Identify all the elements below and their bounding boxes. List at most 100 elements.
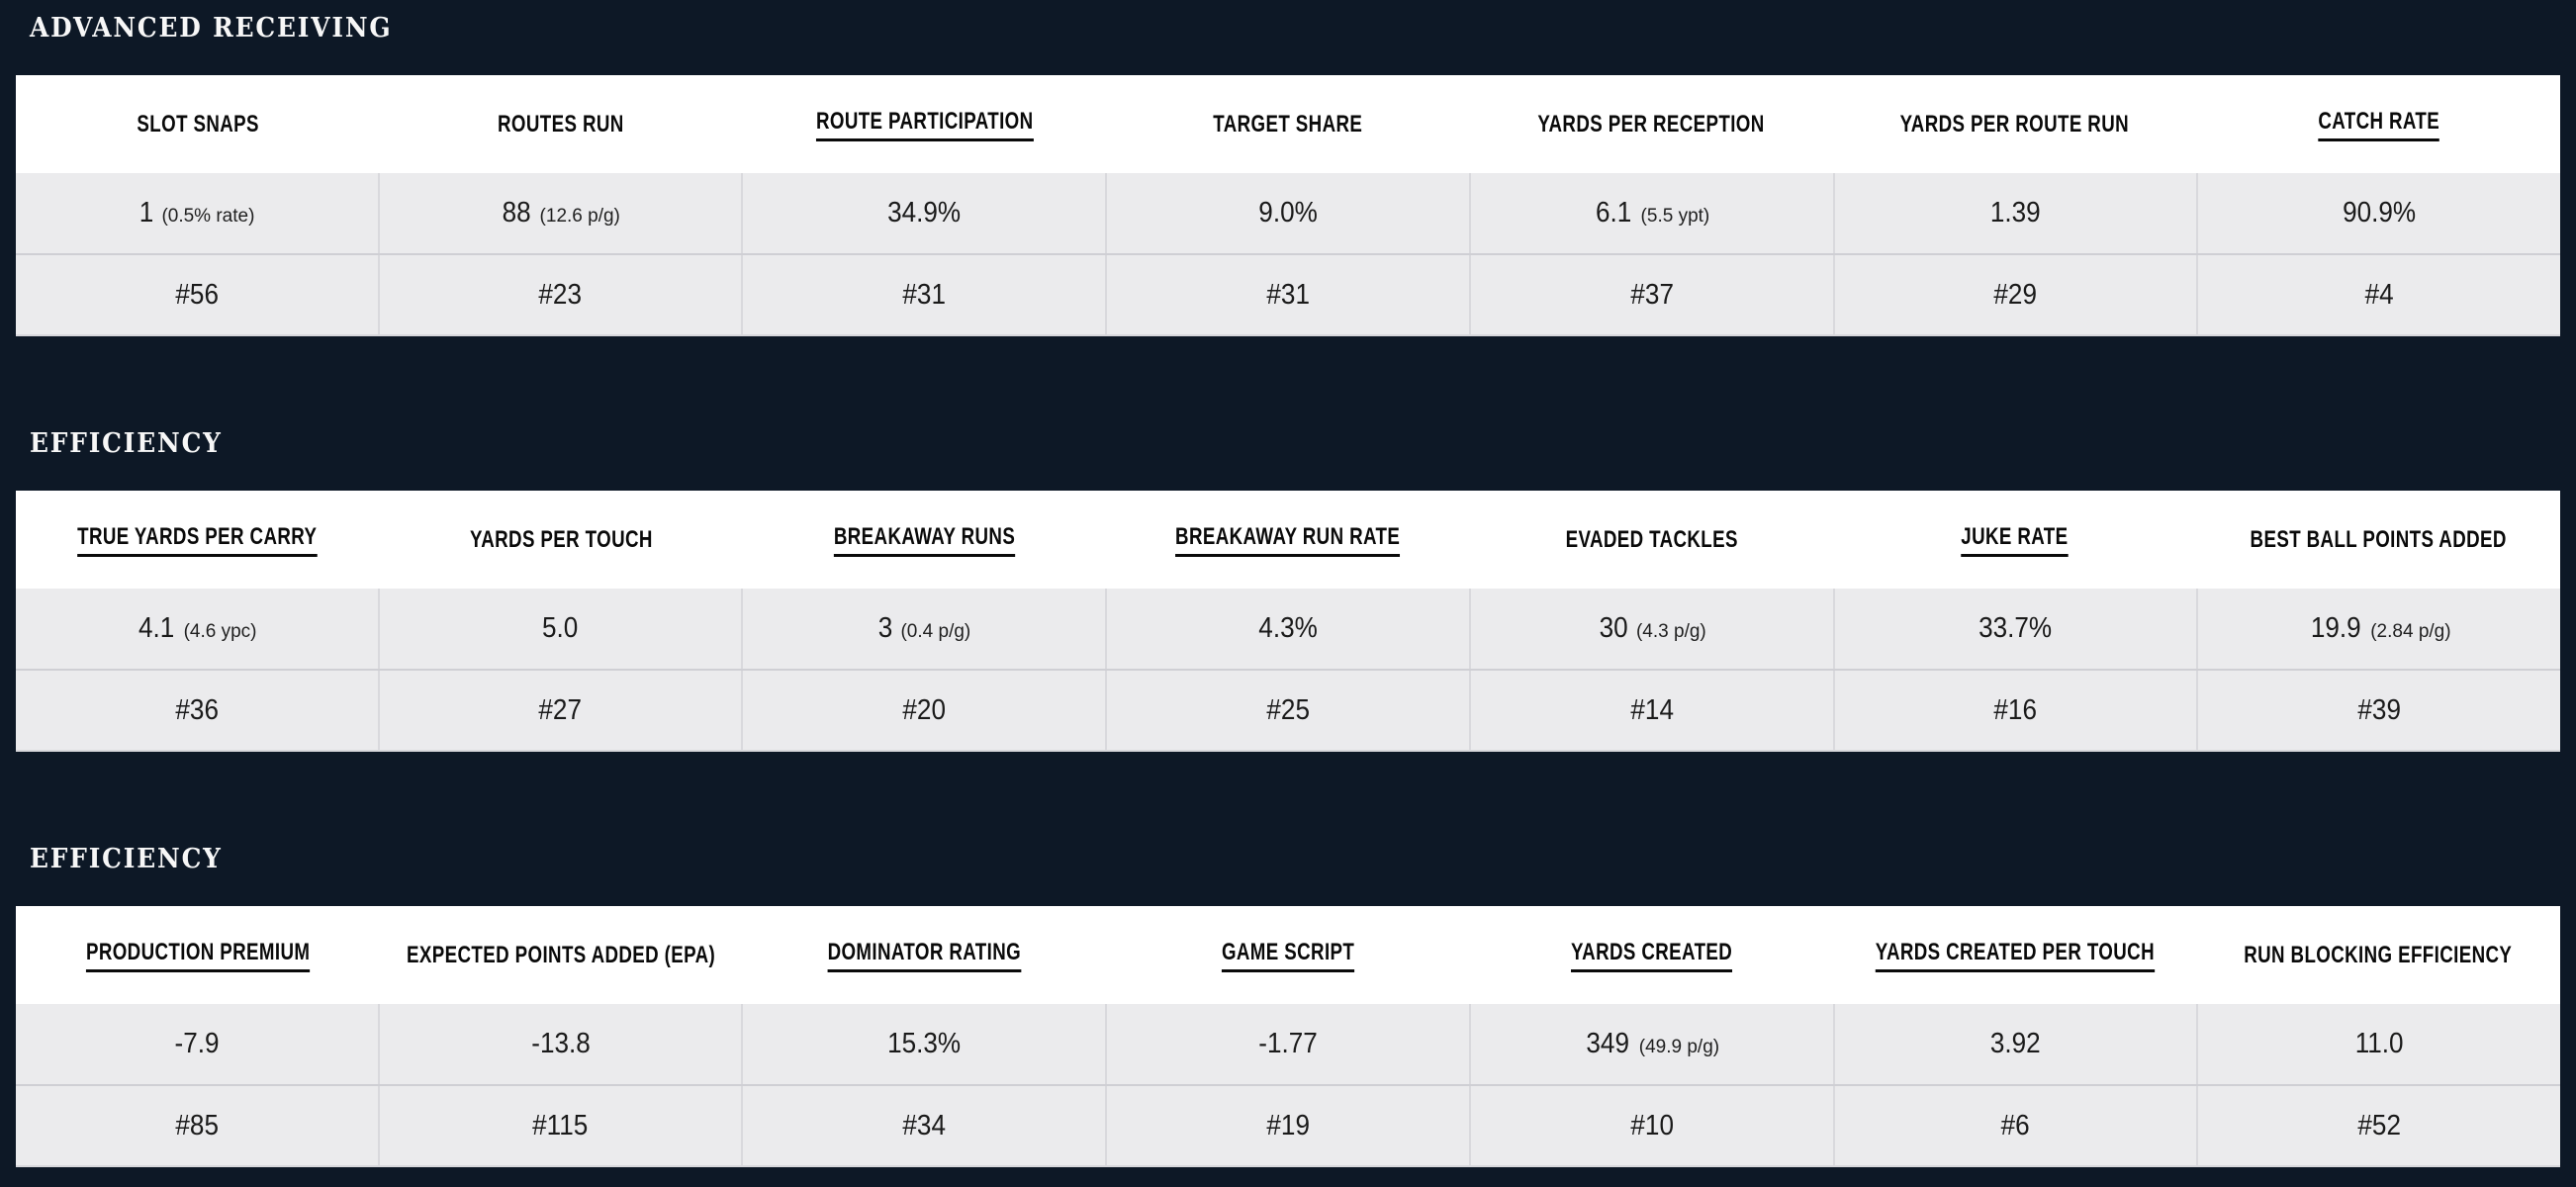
stat-value: 349 (49.9 p/g): [1584, 1028, 1719, 1060]
stat-rank: #10: [1629, 1109, 1674, 1141]
stat-rank-row: #85 #115 #34 #19 #10 #6 #52: [16, 1086, 2560, 1167]
stats-section: ADVANCED RECEIVING SLOT SNAPS ROUTES RUN RO…: [0, 8, 2576, 336]
stat-value-number: 88: [502, 197, 531, 228]
stat-rank: #20: [902, 693, 947, 726]
stat-value-cell: 34.9%: [741, 173, 1105, 253]
section-title: EFFICIENCY: [30, 839, 2576, 880]
stat-header-cell: CATCH RATE: [2197, 75, 2560, 173]
section-title: ADVANCED RECEIVING: [30, 8, 2576, 49]
stat-value-cell: 4.3%: [1105, 589, 1469, 669]
stat-rank: #56: [175, 278, 219, 311]
stat-header-cell: YARDS CREATED PER TOUCH: [1833, 906, 2196, 1004]
stat-rank: #23: [538, 278, 583, 311]
stat-value-cell: 9.0%: [1105, 173, 1469, 253]
stat-header-cell: SLOT SNAPS: [16, 75, 379, 173]
stat-value: 1.39: [1987, 197, 2043, 229]
stat-value: 4.3%: [1255, 612, 1321, 645]
stat-value: 1 (0.5% rate): [138, 197, 254, 229]
stats-table: PRODUCTION PREMIUM EXPECTED POINTS ADDED …: [16, 906, 2560, 1167]
stat-header-link[interactable]: JUKE RATE: [1961, 523, 2069, 557]
stat-value-cell: 88 (12.6 p/g): [377, 173, 742, 253]
stat-rank: #27: [538, 693, 583, 726]
table-header-row: TRUE YARDS PER CARRY YARDS PER TOUCH BREAK…: [16, 491, 2560, 589]
section-title: EFFICIENCY: [30, 423, 2576, 465]
stat-value: 3 (0.4 p/g): [877, 612, 970, 645]
stat-value-row: 1 (0.5% rate) 88 (12.6 p/g) 34.9% 9.0% 6.1 (5.5…: [16, 173, 2560, 255]
stat-value-row: -7.9 -13.8 15.3% -1.77 349 (49.9 p/g) 3.92 11.0: [16, 1004, 2560, 1086]
stat-header-cell: YARDS PER ROUTE RUN: [1833, 75, 2196, 173]
table-header-row: SLOT SNAPS ROUTES RUN ROUTE PARTICIPATION T…: [16, 75, 2560, 173]
stat-rank-cell: #10: [1468, 1086, 1833, 1165]
stat-rank-cell: #31: [1105, 255, 1469, 334]
stat-value-per-game: (2.84 p/g): [2370, 621, 2451, 642]
stat-value-cell: -13.8: [377, 1004, 742, 1084]
stat-header-label: TARGET SHARE: [1213, 110, 1363, 137]
stat-value-cell: 1 (0.5% rate): [16, 173, 378, 253]
stat-value-number: -1.77: [1258, 1028, 1318, 1059]
stat-header-link[interactable]: BREAKAWAY RUN RATE: [1175, 523, 1401, 557]
stat-header-label: YARDS PER RECEPTION: [1537, 110, 1766, 137]
stat-header-link[interactable]: GAME SCRIPT: [1221, 939, 1355, 972]
stat-rank: #6: [2000, 1109, 2030, 1141]
stat-header-link[interactable]: BREAKAWAY RUNS: [833, 523, 1016, 557]
stat-value-cell: 6.1 (5.5 ypt): [1468, 173, 1833, 253]
stat-value-cell: 19.9 (2.84 p/g): [2196, 589, 2560, 669]
stat-value-cell: 3.92: [1832, 1004, 2197, 1084]
stat-value-number: 3: [878, 612, 893, 644]
stat-rank-cell: #4: [2196, 255, 2560, 334]
stat-rank-row: #56 #23 #31 #31 #37 #29 #4: [16, 255, 2560, 336]
section-title-text: EFFICIENCY: [30, 844, 223, 874]
stat-rank: #31: [1266, 278, 1310, 311]
stat-header-link[interactable]: DOMINATOR RATING: [827, 939, 1022, 972]
stat-header-cell: GAME SCRIPT: [1106, 906, 1469, 1004]
stat-value: -13.8: [528, 1028, 594, 1060]
section-title-text: ADVANCED RECEIVING: [30, 13, 393, 44]
stat-value: 90.9%: [2339, 197, 2420, 229]
stat-rank-cell: #19: [1105, 1086, 1469, 1165]
stat-value-number: 90.9%: [2343, 197, 2417, 228]
stat-rank-cell: #115: [377, 1086, 742, 1165]
stat-header-cell: EVADED TACKLES: [1470, 491, 1833, 589]
stat-value-cell: 15.3%: [741, 1004, 1105, 1084]
stat-header-cell: YARDS PER RECEPTION: [1470, 75, 1833, 173]
stat-value-cell: 4.1 (4.6 ypc): [16, 589, 378, 669]
stat-header-cell: BREAKAWAY RUN RATE: [1106, 491, 1469, 589]
stat-value-cell: 90.9%: [2196, 173, 2560, 253]
stat-header-cell: ROUTE PARTICIPATION: [743, 75, 1106, 173]
stat-header-cell: PRODUCTION PREMIUM: [16, 906, 379, 1004]
stat-value-cell: 1.39: [1832, 173, 2197, 253]
stat-rank: #4: [2364, 278, 2394, 311]
stat-header-label: EVADED TACKLES: [1565, 525, 1738, 553]
stat-rank-cell: #27: [377, 671, 742, 750]
stat-rank-cell: #56: [16, 255, 378, 334]
stat-value-number: 4.3%: [1258, 612, 1318, 644]
stat-value-cell: 349 (49.9 p/g): [1468, 1004, 1833, 1084]
stat-header-label: ROUTES RUN: [498, 110, 624, 137]
stat-rank: #25: [1266, 693, 1310, 726]
stat-value-number: 3.92: [1990, 1028, 2041, 1059]
stat-rank-cell: #85: [16, 1086, 378, 1165]
stat-header-link[interactable]: TRUE YARDS PER CARRY: [77, 523, 318, 557]
stat-value: 11.0: [2352, 1028, 2406, 1060]
stat-value: 88 (12.6 p/g): [501, 197, 620, 229]
stat-header-cell: ROUTES RUN: [379, 75, 742, 173]
stat-value-cell: 3 (0.4 p/g): [741, 589, 1105, 669]
stat-rank-cell: #36: [16, 671, 378, 750]
stat-value-number: -7.9: [174, 1028, 220, 1059]
stat-header-link[interactable]: YARDS CREATED PER TOUCH: [1875, 939, 2155, 972]
stat-value-number: 6.1: [1596, 197, 1632, 228]
stat-rank: #19: [1266, 1109, 1310, 1141]
stat-rank-cell: #29: [1832, 255, 2197, 334]
stats-table: SLOT SNAPS ROUTES RUN ROUTE PARTICIPATION T…: [16, 75, 2560, 336]
stats-section: EFFICIENCY TRUE YARDS PER CARRY YARDS PER …: [0, 423, 2576, 752]
stat-rank-cell: #23: [377, 255, 742, 334]
stat-value: 30 (4.3 p/g): [1598, 612, 1705, 645]
stat-header-link[interactable]: ROUTE PARTICIPATION: [815, 108, 1034, 141]
stat-header-link[interactable]: CATCH RATE: [2317, 108, 2439, 141]
stat-rank: #31: [902, 278, 947, 311]
stat-header-link[interactable]: PRODUCTION PREMIUM: [85, 939, 310, 972]
stat-rank-cell: #39: [2196, 671, 2560, 750]
stat-rank-cell: #16: [1832, 671, 2197, 750]
stat-header-link[interactable]: YARDS CREATED: [1570, 939, 1732, 972]
stat-header-cell: RUN BLOCKING EFFICIENCY: [2197, 906, 2560, 1004]
